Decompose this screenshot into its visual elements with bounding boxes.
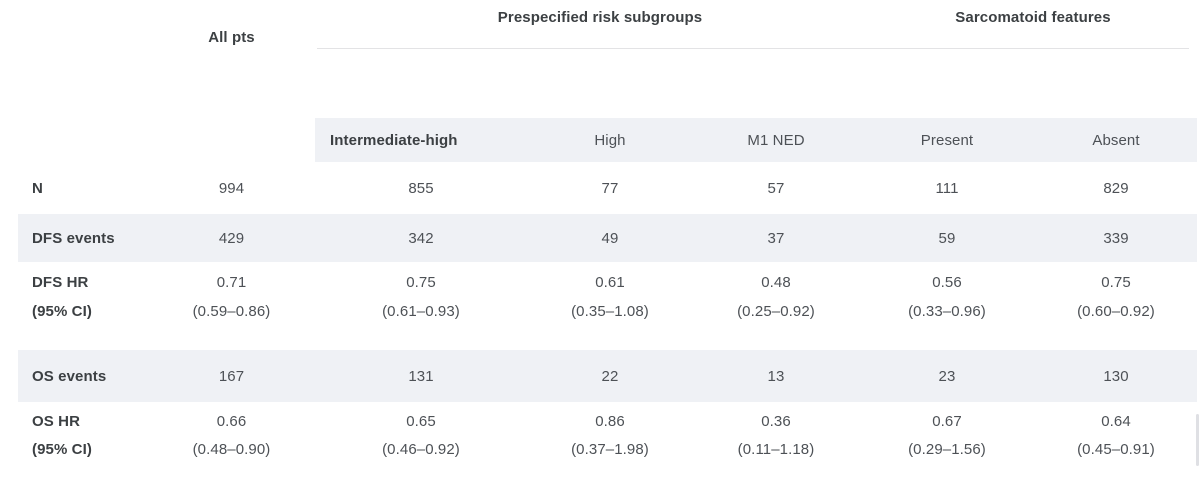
cell-dfs-hr-intermediate-high: 0.75 (0.61–0.93): [315, 262, 527, 350]
subheader-band: [315, 118, 1197, 162]
row-label-dfs-events: DFS events: [32, 229, 115, 247]
subheader-row: Intermediate-high High M1 NED Present Ab…: [18, 118, 1197, 162]
cell-dfs-events-intermediate-high: 342: [408, 229, 434, 247]
row-label-dfs-hr-line1: DFS HR: [32, 274, 89, 291]
table-row-os-events: OS events 167 131 22 13 23 130: [18, 350, 1197, 402]
cell-dfs-hr-present: 0.56 (0.33–0.96): [859, 262, 1035, 350]
cell-os-hr-m1-ned: 0.36 (0.11–1.18): [693, 402, 859, 480]
group-header-prespecified: Prespecified risk subgroups: [497, 9, 703, 26]
group-header-row: Prespecified risk subgroups Sarcomatoid …: [18, 8, 1197, 28]
dfs-hr-ci: (0.60–0.92): [1077, 303, 1155, 320]
column-header-m1-ned: M1 NED: [747, 131, 805, 149]
cell-dfs-events-absent: 339: [1103, 229, 1129, 247]
os-hr-ci: (0.48–0.90): [192, 441, 271, 458]
column-header-all-pts: All pts: [208, 29, 255, 46]
dfs-hr-value: 0.75: [1101, 274, 1131, 291]
column-header-high: High: [594, 131, 626, 149]
dfs-hr-ci: (0.25–0.92): [737, 303, 815, 320]
cell-os-hr-present: 0.67 (0.29–1.56): [859, 402, 1035, 480]
row-label-os-hr: OS HR (95% CI): [18, 402, 148, 480]
cell-os-hr-high: 0.86 (0.37–1.98): [527, 402, 693, 480]
cell-n-present: 111: [935, 179, 959, 197]
os-hr-ci: (0.46–0.92): [382, 441, 460, 458]
os-hr-value: 0.86: [595, 413, 625, 430]
cell-n-all-pts: 994: [218, 179, 245, 197]
dfs-hr-value: 0.56: [932, 274, 962, 291]
os-hr-ci: (0.37–1.98): [571, 441, 649, 458]
dfs-hr-ci: (0.35–1.08): [571, 303, 649, 320]
cell-dfs-hr-m1-ned: 0.48 (0.25–0.92): [693, 262, 859, 350]
column-header-intermediate-high: Intermediate-high: [330, 131, 458, 149]
dfs-hr-value: 0.75: [406, 274, 436, 291]
os-hr-value: 0.64: [1101, 413, 1131, 430]
cell-dfs-events-high: 49: [601, 229, 619, 247]
os-hr-value: 0.36: [761, 413, 791, 430]
subheader-spacer-allpts: [148, 118, 315, 162]
os-hr-value: 0.65: [406, 413, 436, 430]
row-label-os-hr-ci: (95% CI): [32, 441, 92, 458]
cell-os-events-m1-ned: 13: [767, 367, 785, 385]
dfs-hr-ci: (0.33–0.96): [908, 303, 986, 320]
cell-os-events-intermediate-high: 131: [408, 367, 434, 385]
table-row-os-hr: OS HR (95% CI) 0.66 (0.48–0.90) 0.65 (0.…: [18, 402, 1197, 480]
cell-dfs-hr-absent: 0.75 (0.60–0.92): [1035, 262, 1197, 350]
os-hr-ci: (0.45–0.91): [1077, 441, 1155, 458]
cell-n-intermediate-high: 855: [408, 179, 434, 197]
table-row-n: N 994 855 77 57 111 829: [18, 162, 1197, 214]
table-row-dfs-hr: DFS HR (95% CI) 0.71 (0.59–0.86) 0.75 (0…: [18, 262, 1197, 350]
table-row-dfs-events: DFS events 429 342 49 37 59 339: [18, 214, 1197, 262]
row-label-dfs-hr: DFS HR (95% CI): [18, 262, 148, 350]
vertical-scrollbar-thumb[interactable]: [1196, 414, 1199, 466]
cell-dfs-events-present: 59: [938, 229, 956, 247]
cell-n-absent: 829: [1103, 179, 1129, 197]
dfs-hr-value: 0.61: [595, 274, 625, 291]
cell-os-events-all-pts: 167: [218, 367, 245, 385]
cell-dfs-hr-high: 0.61 (0.35–1.08): [527, 262, 693, 350]
dfs-hr-ci: (0.61–0.93): [382, 303, 460, 320]
cell-dfs-events-m1-ned: 37: [767, 229, 785, 247]
os-hr-ci: (0.11–1.18): [737, 441, 815, 458]
os-hr-value: 0.67: [932, 413, 962, 430]
cell-dfs-hr-all-pts: 0.71 (0.59–0.86): [148, 262, 315, 350]
os-hr-value: 0.66: [216, 413, 247, 430]
row-label-os-hr-line1: OS HR: [32, 413, 81, 430]
dfs-hr-value: 0.48: [761, 274, 791, 291]
header-rule-divider: [317, 48, 1189, 49]
row-label-dfs-hr-ci: (95% CI): [32, 303, 92, 320]
dfs-hr-value: 0.71: [216, 274, 247, 291]
row-label-n: N: [32, 179, 43, 197]
row-label-os-events: OS events: [32, 367, 107, 385]
cell-n-high: 77: [601, 179, 619, 197]
cell-os-hr-absent: 0.64 (0.45–0.91): [1035, 402, 1197, 480]
cell-os-hr-intermediate-high: 0.65 (0.46–0.92): [315, 402, 527, 480]
column-header-present: Present: [920, 131, 974, 149]
group-header-sarcomatoid: Sarcomatoid features: [955, 9, 1111, 26]
subheader-spacer-label: [18, 118, 148, 162]
dfs-hr-ci: (0.59–0.86): [192, 303, 271, 320]
cell-n-m1-ned: 57: [767, 179, 785, 197]
cell-os-events-present: 23: [938, 367, 956, 385]
cell-os-events-absent: 130: [1103, 367, 1129, 385]
column-header-absent: Absent: [1092, 131, 1140, 149]
cell-dfs-events-all-pts: 429: [218, 229, 245, 247]
cell-os-hr-all-pts: 0.66 (0.48–0.90): [148, 402, 315, 480]
os-hr-ci: (0.29–1.56): [908, 441, 986, 458]
cell-os-events-high: 22: [601, 367, 619, 385]
